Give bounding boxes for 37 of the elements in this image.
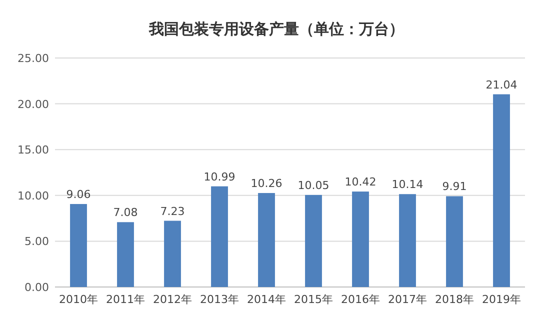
data-label: 9.06 xyxy=(66,188,91,202)
x-tick-label: 2014年 xyxy=(247,293,286,306)
x-tick-label: 2018年 xyxy=(435,293,474,306)
y-tick-label: 15.00 xyxy=(18,144,49,157)
data-label: 10.99 xyxy=(204,170,236,184)
data-label: 21.04 xyxy=(486,78,518,92)
x-tick-label: 2017年 xyxy=(388,293,427,306)
x-tick-label: 2019年 xyxy=(482,293,521,306)
y-tick-label: 25.00 xyxy=(18,52,49,65)
bar xyxy=(164,220,181,287)
x-tick-label: 2015年 xyxy=(294,293,333,306)
bar xyxy=(352,192,369,287)
x-tick-label: 2016年 xyxy=(341,293,380,306)
x-tick-label: 2011年 xyxy=(106,293,145,306)
data-label: 10.26 xyxy=(250,177,282,190)
bar xyxy=(70,204,87,287)
chart-title: 我国包装专用设备产量（单位：万台） xyxy=(148,20,404,38)
data-label: 10.14 xyxy=(392,178,424,192)
bar xyxy=(493,94,510,287)
data-label: 10.05 xyxy=(298,178,330,192)
bar xyxy=(211,186,228,287)
bar xyxy=(446,196,463,287)
y-tick-label: 0.00 xyxy=(24,281,49,294)
bar xyxy=(305,194,322,287)
x-tick-label: 2013年 xyxy=(200,293,239,306)
data-label: 7.08 xyxy=(113,206,138,220)
y-tick-label: 10.00 xyxy=(18,189,49,202)
bar xyxy=(258,193,275,287)
x-tick-label: 2010年 xyxy=(59,293,98,306)
data-label: 9.91 xyxy=(442,180,467,194)
y-tick-label: 5.00 xyxy=(24,235,49,248)
x-tick-label: 2012年 xyxy=(153,293,192,306)
data-label: 7.23 xyxy=(160,204,185,218)
bar xyxy=(117,222,134,287)
bar xyxy=(399,194,416,287)
data-label: 10.42 xyxy=(344,176,376,189)
y-tick-label: 20.00 xyxy=(18,98,49,111)
